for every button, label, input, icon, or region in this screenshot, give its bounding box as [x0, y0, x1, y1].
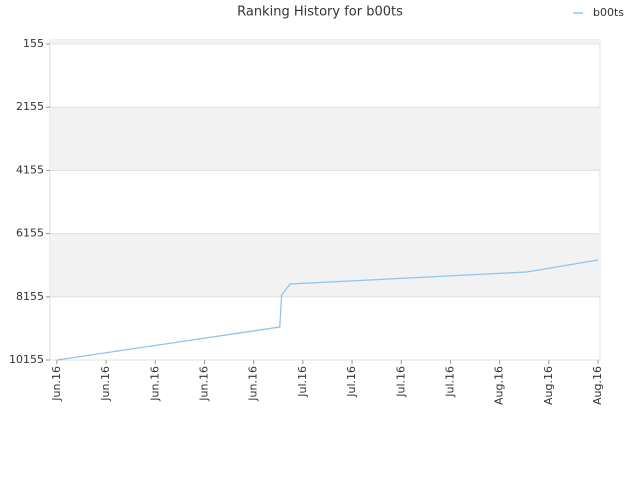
chart-title: Ranking History for b00ts — [237, 5, 403, 20]
x-tick-label: Aug.16 — [542, 366, 555, 405]
legend-label: b00ts — [593, 6, 624, 19]
y-tick-label: 2155 — [16, 100, 44, 113]
x-tick-label: Aug.16 — [493, 366, 506, 405]
y-tick-label: 8155 — [16, 290, 44, 303]
y-tick-label: 10155 — [9, 353, 44, 366]
x-tick-label: Jul.16 — [394, 366, 407, 398]
x-tick-label: Jun.16 — [197, 366, 210, 402]
band — [50, 107, 600, 171]
x-tick-label: Jun.16 — [50, 366, 63, 402]
x-tick-label: Jul.16 — [443, 366, 456, 398]
y-tick-label: 6155 — [16, 227, 44, 240]
y-tick-label: 155 — [23, 37, 44, 50]
band — [50, 40, 600, 45]
x-tick-label: Jun.16 — [247, 366, 260, 402]
x-tick-label: Jul.16 — [345, 366, 358, 398]
x-tick-label: Aug.16 — [591, 366, 604, 405]
x-tick-label: Jun.16 — [99, 366, 112, 402]
band — [50, 233, 600, 297]
series-line — [56, 259, 599, 361]
x-tick-label: Jun.16 — [148, 366, 161, 402]
y-tick-label: 4155 — [16, 163, 44, 176]
x-tick-label: Jul.16 — [296, 366, 309, 398]
plot-area — [49, 39, 601, 361]
